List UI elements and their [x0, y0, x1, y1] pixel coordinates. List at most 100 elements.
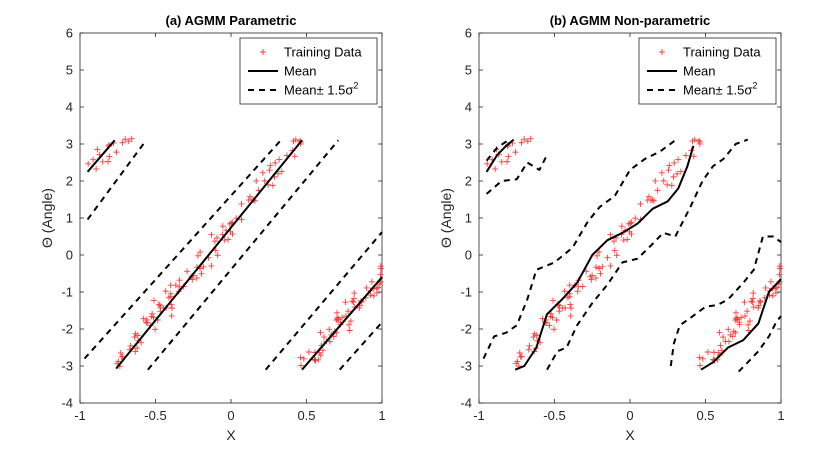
x-tick-label: 0.5 — [297, 408, 315, 423]
x-tick-label: -0.5 — [144, 408, 166, 423]
y-tick-label: 1 — [66, 211, 73, 226]
training-data-point — [115, 358, 122, 365]
training-data-point — [546, 322, 553, 329]
training-data-point — [695, 137, 702, 144]
y-axis-label: Θ (Angle) — [39, 188, 55, 248]
training-data-point — [720, 334, 727, 341]
training-data-point — [492, 165, 499, 172]
legend-label: Mean± 1.5σ2 — [683, 81, 757, 98]
band-line — [669, 235, 782, 367]
training-data-point — [117, 349, 124, 356]
training-data-point — [682, 152, 689, 159]
y-tick-label: 2 — [66, 174, 73, 189]
training-data-point — [247, 193, 254, 200]
training-data-point — [219, 223, 226, 230]
training-data-point — [547, 313, 554, 320]
training-data-point — [376, 281, 383, 288]
training-data-point — [776, 271, 783, 278]
training-data-point — [613, 252, 620, 259]
training-data-point — [611, 247, 618, 254]
training-data-point — [750, 290, 757, 297]
training-data-point — [132, 348, 139, 355]
training-data-point — [704, 348, 711, 355]
training-data-point — [152, 326, 159, 333]
training-data-point — [253, 177, 260, 184]
training-data-point — [776, 263, 783, 270]
training-data-point — [211, 238, 218, 245]
training-data-point — [607, 262, 614, 269]
training-data-point — [229, 231, 236, 238]
training-data-point — [666, 162, 673, 169]
training-data-point — [197, 249, 204, 256]
training-data-point — [377, 263, 384, 270]
training-data-point — [105, 158, 112, 165]
mean-line — [115, 139, 303, 370]
training-data-point — [514, 358, 521, 365]
y-tick-label: 5 — [465, 63, 472, 78]
mean-line — [700, 278, 782, 371]
y-tick-label: 2 — [465, 174, 472, 189]
training-data-point — [567, 312, 574, 319]
band-line — [83, 139, 282, 360]
y-tick-label: 1 — [465, 211, 472, 226]
training-data-point — [326, 326, 333, 333]
training-data-point — [168, 312, 175, 319]
x-tick-label: -1 — [473, 408, 485, 423]
training-data-point — [518, 139, 525, 146]
training-data-point — [521, 136, 528, 143]
training-data-point — [749, 299, 756, 306]
training-data-point — [200, 263, 207, 270]
training-data-point — [373, 285, 380, 292]
training-data-point — [738, 314, 745, 321]
training-data-point — [321, 334, 328, 341]
mean-line — [86, 139, 116, 173]
y-tick-label: 3 — [465, 137, 472, 152]
training-data-point — [665, 167, 672, 174]
training-data-point — [579, 283, 586, 290]
training-data-point — [317, 352, 324, 359]
training-data-point — [267, 162, 274, 169]
legend-label-superscript: 2 — [752, 81, 757, 91]
training-data-point — [195, 252, 202, 259]
training-data-point — [208, 262, 215, 269]
training-data-point — [298, 362, 305, 369]
training-data-point — [94, 146, 101, 153]
y-tick-label: 6 — [465, 26, 472, 41]
training-data-point — [350, 299, 357, 306]
training-data-point — [654, 187, 661, 194]
chart-title: (a) AGMM Parametric — [166, 13, 297, 28]
band-line — [485, 138, 510, 162]
y-tick-label: -1 — [61, 285, 73, 300]
training-data-point — [671, 159, 678, 166]
training-data-point — [674, 170, 681, 177]
training-data-point — [167, 282, 174, 289]
training-data-point — [593, 264, 600, 271]
training-data-point — [238, 216, 245, 223]
y-tick-label: 0 — [465, 248, 472, 263]
training-data-point — [553, 317, 560, 324]
y-tick-label: -4 — [61, 396, 73, 411]
training-data-point — [660, 177, 667, 184]
training-data-point — [157, 304, 164, 311]
training-data-point — [504, 158, 511, 165]
training-data-point — [734, 316, 741, 323]
training-data-point — [346, 327, 353, 334]
training-data-point — [748, 298, 755, 305]
training-data-point — [292, 136, 299, 143]
training-data-point — [548, 310, 555, 317]
band-line — [485, 154, 548, 195]
training-data-point — [198, 270, 205, 277]
training-data-point — [597, 270, 604, 277]
training-data-point — [696, 140, 703, 147]
training-data-point — [717, 342, 724, 349]
training-data-point — [696, 354, 703, 361]
training-data-point — [670, 173, 677, 180]
training-data-point — [556, 304, 563, 311]
training-data-point — [498, 158, 505, 165]
training-data-point — [596, 265, 603, 272]
training-data-point — [172, 282, 179, 289]
y-tick-label: 0 — [66, 248, 73, 263]
y-tick-label: 5 — [66, 63, 73, 78]
training-data-point — [533, 332, 540, 339]
band-line — [264, 231, 383, 371]
